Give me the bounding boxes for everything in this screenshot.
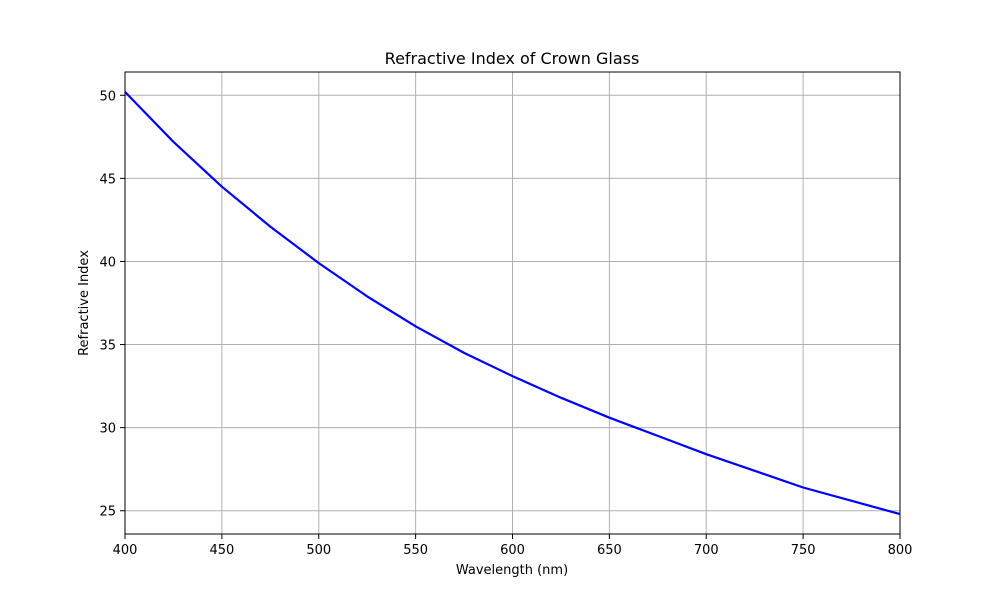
y-axis-label: Refractive Index (77, 250, 92, 356)
x-tick-label: 500 (306, 543, 331, 558)
series-layer (124, 91, 901, 516)
series-line (124, 91, 901, 516)
x-axis-label: Wavelength (nm) (456, 563, 568, 578)
grid (124, 72, 901, 534)
y-tick-label: 35 (99, 339, 116, 354)
x-tick-label: 800 (888, 543, 913, 558)
x-tick-label: 450 (209, 543, 234, 558)
y-tick-label: 25 (99, 505, 116, 520)
y-tick-label: 45 (99, 172, 116, 187)
y-tick-label: 40 (99, 255, 116, 270)
y-tick-label: 30 (99, 422, 116, 437)
y-tick-label: 50 (99, 89, 116, 104)
x-tick-label: 550 (403, 543, 428, 558)
x-tick-label: 650 (597, 543, 622, 558)
ticks: 400 450 500 550 600 650 700 750 800 25 30 35 40 45 50 (99, 89, 912, 558)
x-tick-label: 600 (500, 543, 525, 558)
x-tick-label: 700 (694, 543, 719, 558)
x-tick-label: 750 (791, 543, 816, 558)
x-tick-label: 400 (113, 543, 138, 558)
chart-title: Refractive Index of Crown Glass (385, 49, 640, 68)
